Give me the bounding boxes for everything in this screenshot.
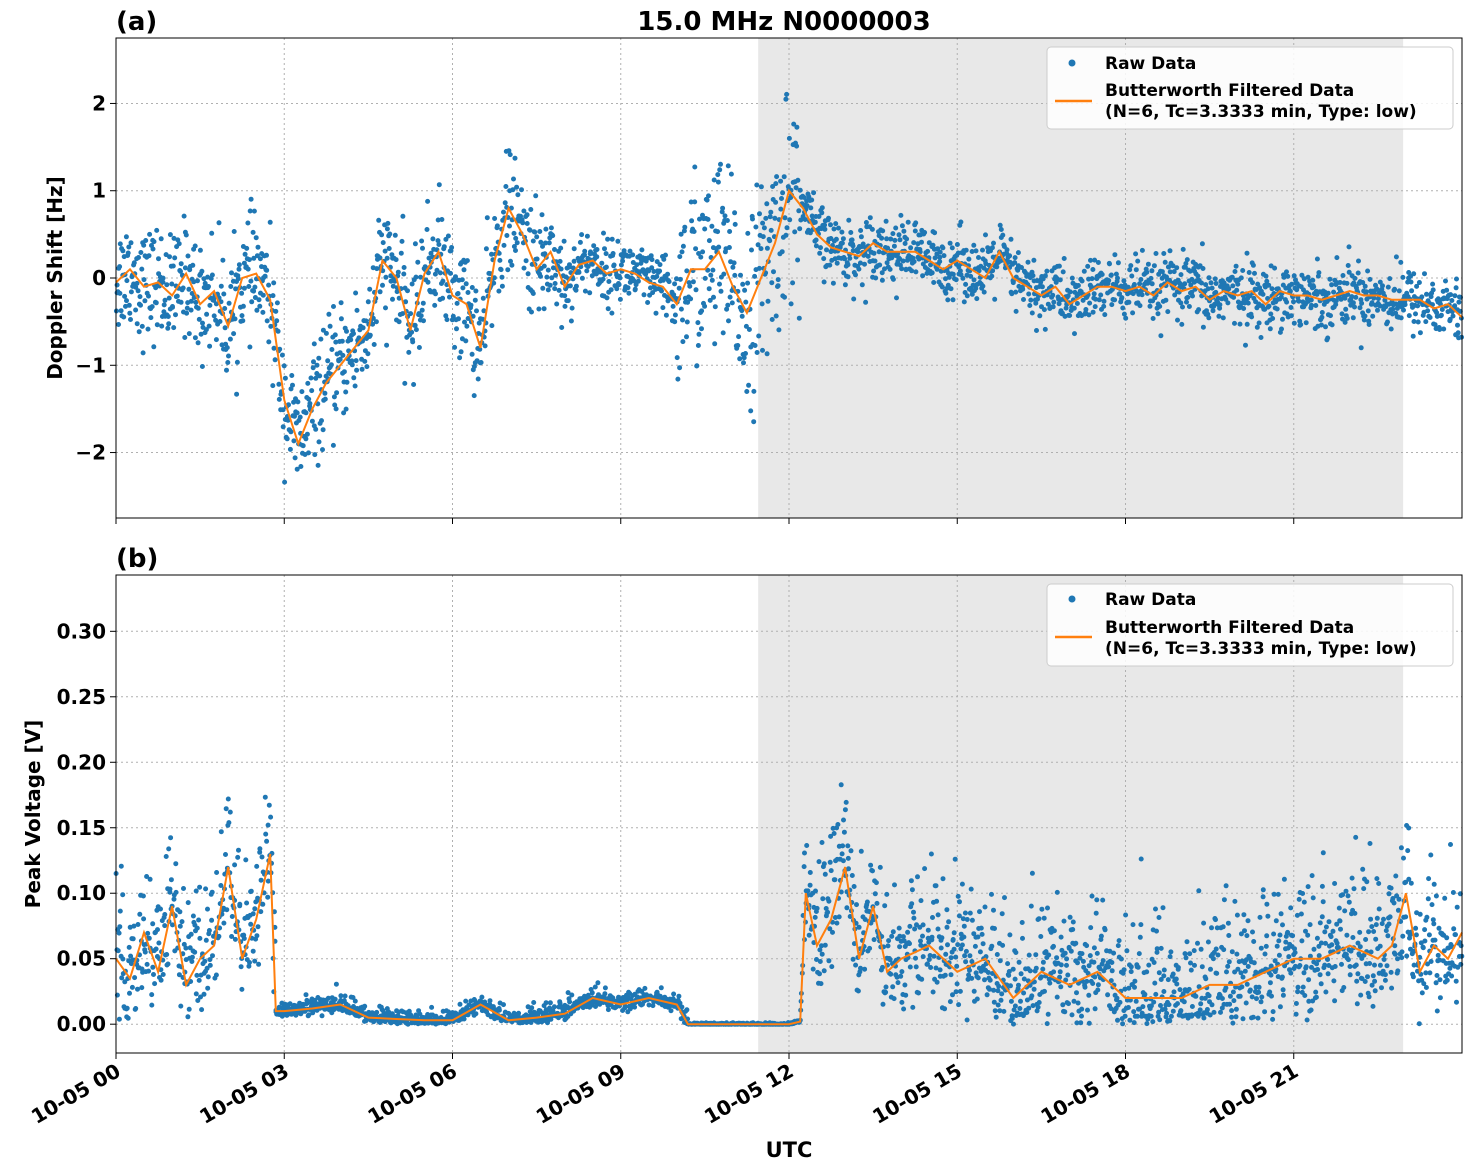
panel-b-axis-layer: 0.30 0.25 0.20 0.15 0.10 0.05 0.00 — [57, 574, 1463, 1059]
y-tick-label: 0.10 — [57, 881, 106, 905]
panel-b-legend: Raw Data Butterworth Filtered Data (N=6,… — [1046, 583, 1454, 667]
x-tick-label: 10-05 21 — [1205, 1059, 1303, 1129]
x-tick-labels: 10-05 00 10-05 03 10-05 06 10-05 09 10-05 12… — [27, 1059, 1302, 1129]
y-tick-label: 0.00 — [57, 1012, 106, 1036]
figure-title: 15.0 MHz N0000003 — [637, 7, 930, 37]
panel-b-voltage: (b) Peak Voltage [V] 0.30 0.25 0.20 0.15 0.1… — [21, 544, 1465, 1059]
x-tick-label: 10-05 12 — [700, 1059, 798, 1129]
x-tick-label: 10-05 18 — [1036, 1059, 1134, 1129]
legend-filtered-label-line2: (N=6, Tc=3.3333 min, Type: low) — [1105, 639, 1417, 659]
legend-box — [1046, 583, 1454, 667]
x-tick-label: 10-05 15 — [868, 1059, 966, 1129]
panel-b-label: (b) — [116, 544, 158, 574]
legend-filtered-label-line1: Butterworth Filtered Data — [1105, 618, 1354, 638]
panel-a-label: (a) — [116, 7, 157, 37]
filtered-line — [115, 853, 1463, 1026]
x-tick-label: 10-05 00 — [27, 1059, 125, 1129]
legend-filtered-label-line2: (N=6, Tc=3.3333 min, Type: low) — [1105, 102, 1417, 122]
y-tick-label: 0.05 — [57, 947, 106, 971]
y-tick-label: 1 — [92, 179, 106, 203]
x-tick-label: 10-05 06 — [363, 1059, 461, 1129]
legend-raw-label: Raw Data — [1105, 54, 1196, 74]
legend-raw-marker — [1068, 59, 1076, 67]
y-tick-label: 0.20 — [57, 750, 106, 774]
filtered-line — [115, 188, 1463, 447]
panel-a-axis-layer: 2 1 0 −1 −2 — [75, 37, 1463, 524]
panel-a-ylabel: Doppler Shift [Hz] — [43, 176, 67, 380]
panel-b-filtered-layer — [115, 853, 1463, 1026]
y-tick-label: 0.25 — [57, 685, 106, 709]
x-axis-label: UTC — [766, 1138, 813, 1162]
legend-box — [1046, 46, 1454, 130]
x-tick-label: 10-05 03 — [195, 1059, 293, 1129]
y-tick-label: 0 — [92, 266, 106, 290]
y-tick-label: 0.15 — [57, 816, 106, 840]
y-tick-label: −2 — [75, 441, 106, 465]
y-tick-label: −1 — [75, 353, 106, 377]
legend-raw-label: Raw Data — [1105, 590, 1196, 610]
panel-b-ylabel: Peak Voltage [V] — [21, 720, 45, 909]
panel-a-filtered-layer — [115, 188, 1463, 447]
y-tick-label: 0.30 — [57, 619, 106, 643]
x-tick-label: 10-05 09 — [532, 1059, 630, 1129]
legend-filtered-label-line1: Butterworth Filtered Data — [1105, 81, 1354, 101]
panel-a-legend: Raw Data Butterworth Filtered Data (N=6,… — [1046, 46, 1454, 130]
legend-raw-marker — [1068, 595, 1076, 603]
panel-a-doppler: (a) Doppler Shift [Hz] 2 1 0 −1 −2 Raw Data … — [43, 7, 1464, 524]
y-tick-label: 2 — [92, 91, 106, 115]
